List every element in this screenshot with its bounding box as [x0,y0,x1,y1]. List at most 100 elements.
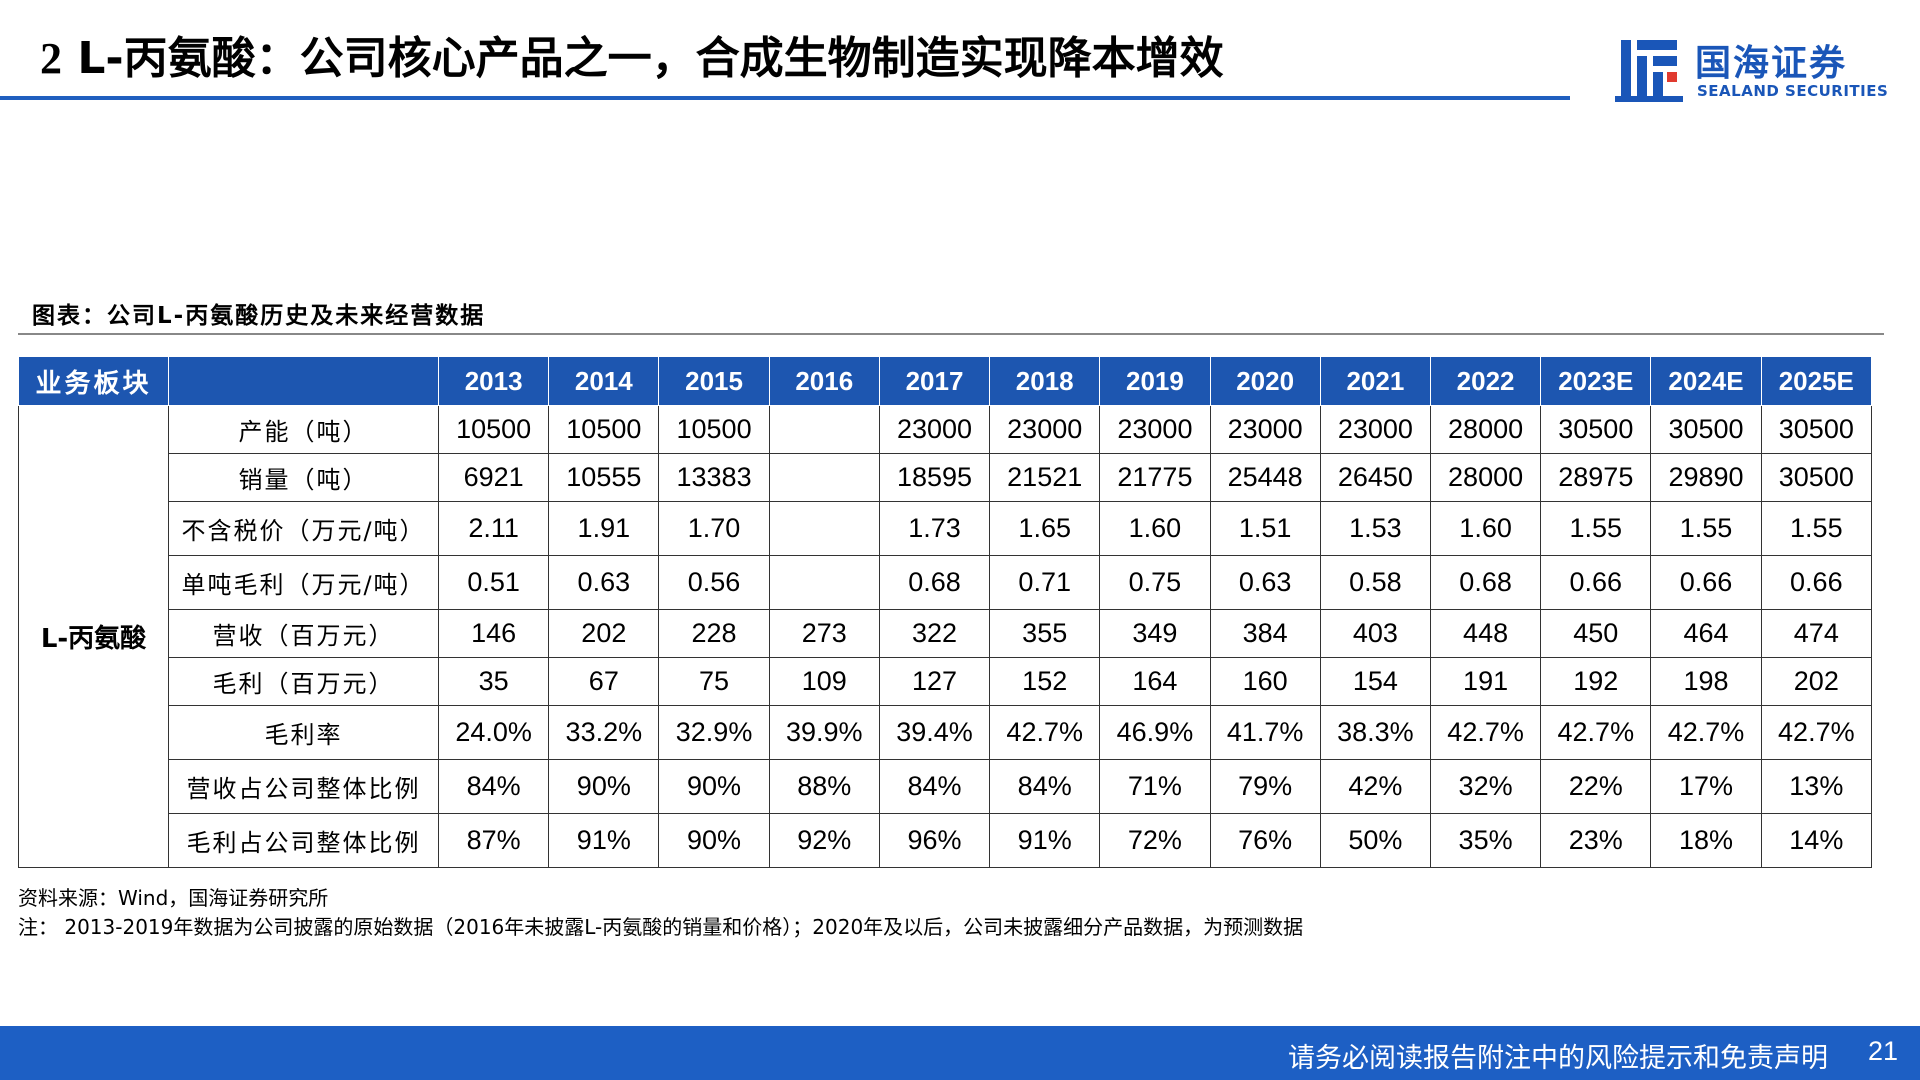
table-cell [768,555,880,610]
table-cell: 464 [1650,609,1762,658]
table-cell: 30500 [1650,405,1762,454]
figure-caption: 图表：公司L-丙氨酸历史及未来经营数据 [32,303,486,329]
source-note: 资料来源：Wind，国海证券研究所 [18,886,329,910]
table-cell: 84% [989,759,1101,814]
operating-data-table: 业务板块 2013 2014 2015 2016 2017 2018 2019 … [18,356,1873,868]
table-cell: 450 [1540,609,1652,658]
table-cell: 1.51 [1209,501,1321,556]
table-row: 单吨毛利（万元/吨） 0.51 0.63 0.56 0.68 0.71 0.75 0.63 0.… [19,555,1873,610]
table-cell: 42.7% [989,705,1101,760]
table-cell: 109 [768,657,880,706]
row-label: 毛利率 [168,705,439,760]
table-cell: 35% [1429,813,1542,868]
table-row: 营收（百万元） 146 202 228 273 322 355 349 384 403 448 450… [19,609,1873,658]
table-cell: 18595 [878,453,991,502]
table-cell: 0.68 [878,555,991,610]
year-header: 2014 [548,356,660,406]
table-cell: 14% [1760,813,1873,868]
table-cell: 0.66 [1540,555,1652,610]
notes-block: 资料来源：Wind，国海证券研究所 注： 2013-2019年数据为公司披露的原… [18,884,1303,942]
category-header: 业务板块 [18,356,169,406]
table-cell: 76% [1209,813,1321,868]
table-cell: 349 [1099,609,1211,658]
table-cell: 32% [1429,759,1542,814]
table-cell: 0.68 [1429,555,1542,610]
year-header: 2019 [1099,356,1211,406]
table-cell: 273 [768,609,880,658]
table-cell: 0.71 [989,555,1101,610]
table-cell: 42.7% [1429,705,1542,760]
year-header: 2021 [1319,356,1431,406]
table-cell: 1.91 [548,501,660,556]
table-cell: 448 [1429,609,1542,658]
table-cell: 22% [1540,759,1652,814]
year-header: 2015 [658,356,770,406]
year-header: 2022 [1429,356,1542,406]
table-cell: 75 [658,657,770,706]
table-cell: 2.11 [437,501,550,556]
table-cell: 91% [548,813,660,868]
table-cell: 39.4% [878,705,991,760]
table-cell: 23000 [989,405,1101,454]
table-cell: 192 [1540,657,1652,706]
row-label: 毛利（百万元） [168,657,439,706]
table-cell: 72% [1099,813,1211,868]
table-cell [768,501,880,556]
table-cell: 39.9% [768,705,880,760]
footer-bar [0,1026,1920,1080]
row-label: 营收占公司整体比例 [168,759,439,814]
table-cell: 84% [878,759,991,814]
table-cell: 30500 [1760,453,1873,502]
table-cell: 71% [1099,759,1211,814]
table-cell: 0.56 [658,555,770,610]
table-cell: 160 [1209,657,1321,706]
year-header: 2024E [1650,356,1762,406]
table-cell [768,453,880,502]
row-label: 产能（吨） [168,405,439,454]
table-cell: 79% [1209,759,1321,814]
row-label: 销量（吨） [168,453,439,502]
table-cell: 42.7% [1650,705,1762,760]
table-cell: 92% [768,813,880,868]
footer-disclaimer: 请务必阅读报告附注中的风险提示和免责声明 [1288,1043,1828,1074]
sealand-logo-icon [1615,40,1683,102]
table-body: L-丙氨酸 产能（吨） 10500 10500 10500 23000 23000 23000… [18,405,1873,868]
row-label: 不含税价（万元/吨） [168,501,439,556]
title-text: L-丙氨酸：公司核心产品之一，合成生物制造实现降本增效 [77,33,1224,84]
table-cell: 96% [878,813,991,868]
table-cell: 355 [989,609,1101,658]
year-header: 2023E [1540,356,1652,406]
year-header: 2017 [878,356,991,406]
footnote: 注： 2013-2019年数据为公司披露的原始数据（2016年未披露L-丙氨酸的… [18,915,1304,939]
table-cell: 1.53 [1319,501,1431,556]
table-cell: 33.2% [548,705,660,760]
table-cell: 1.60 [1099,501,1211,556]
table-cell: 25448 [1209,453,1321,502]
table-cell: 191 [1429,657,1542,706]
row-label: 毛利占公司整体比例 [168,813,439,868]
table-cell: 24.0% [437,705,550,760]
table-cell: 154 [1319,657,1431,706]
table-cell: 18% [1650,813,1762,868]
page-title: 2 L-丙氨酸：公司核心产品之一，合成生物制造实现降本增效 [40,22,1224,86]
table-cell: 17% [1650,759,1762,814]
table-row: 营收占公司整体比例 84% 90% 90% 88% 84% 84% 71% 79% 42% 32% 2… [19,759,1873,814]
table-cell: 13% [1760,759,1873,814]
row-label: 营收（百万元） [168,609,439,658]
table-cell: 35 [437,657,550,706]
table-cell: 23000 [1319,405,1431,454]
table-cell: 32.9% [658,705,770,760]
table-cell: 23% [1540,813,1652,868]
brand-logo: 国海证券 SEALAND SECURITIES [1615,34,1889,106]
table-cell: 152 [989,657,1101,706]
table-cell: 87% [437,813,550,868]
table-cell: 88% [768,759,880,814]
table-cell: 0.66 [1760,555,1873,610]
title-number: 2 [40,34,62,83]
logo-english-name: SEALAND SECURITIES [1697,82,1889,100]
table-cell: 202 [548,609,660,658]
table-cell: 90% [658,759,770,814]
table-cell: 474 [1760,609,1873,658]
table-cell: 42.7% [1540,705,1652,760]
table-cell: 67 [548,657,660,706]
